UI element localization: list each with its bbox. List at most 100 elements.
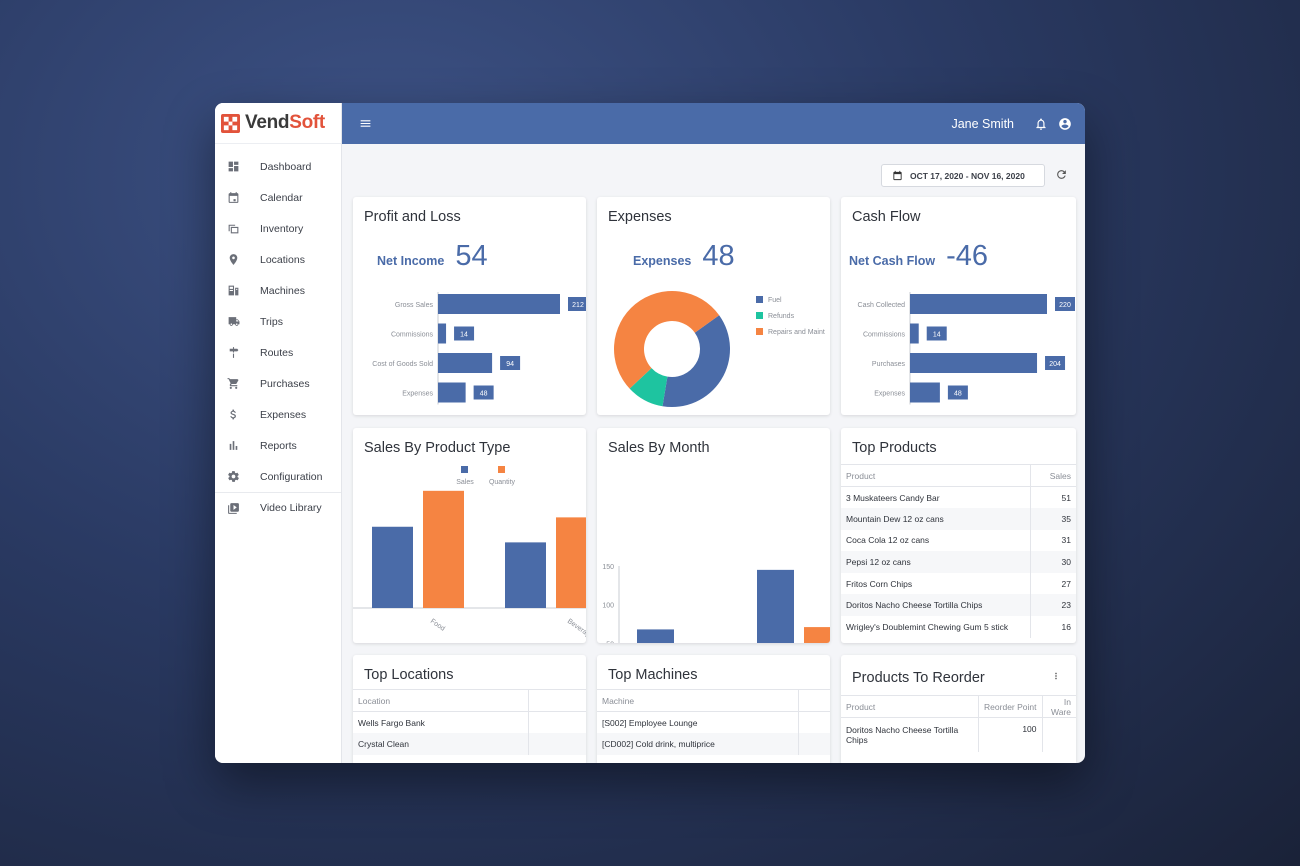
- location-name: Wells Fargo Bank: [358, 717, 425, 728]
- kpi-label: Expenses: [633, 254, 692, 268]
- sidebar-item-label: Calendar: [260, 191, 303, 204]
- category-label: Commissions: [391, 332, 434, 339]
- data-label: 204: [1049, 361, 1061, 368]
- table-row[interactable]: Crystal Clean: [353, 733, 586, 755]
- sidebar-item-routes[interactable]: Routes: [215, 337, 341, 368]
- column-header-machine[interactable]: Machine: [597, 689, 798, 712]
- calendar-icon: [893, 170, 902, 181]
- profit-loss-card: Profit and Loss Net Income 54 Gross Sale…: [353, 197, 586, 415]
- product-name: Wrigley's Doublemint Chewing Gum 5 stick: [846, 621, 1009, 632]
- column-header-product[interactable]: Product: [841, 464, 1030, 487]
- value-tag: [947, 385, 968, 400]
- legend-label: Sales: [456, 479, 474, 486]
- calendar-icon: [226, 191, 240, 205]
- legend-swatch: [756, 296, 763, 303]
- location-value: [527, 733, 586, 755]
- sidebar-item-inventory[interactable]: Inventory: [215, 213, 341, 244]
- column-header-value[interactable]: [527, 689, 586, 712]
- location-name: Crystal Clean: [353, 733, 528, 755]
- sidebar-item-reports[interactable]: Reports: [215, 430, 341, 461]
- cash-flow-card: Cash Flow Net Cash Flow -46 Cash Collect…: [841, 197, 1076, 415]
- sidebar: VendSoft Dashboard Calendar Inventory Lo…: [215, 103, 342, 763]
- machine-name: [S002] Employee Lounge: [602, 717, 698, 728]
- refresh-icon[interactable]: [1055, 168, 1068, 181]
- date-range-picker[interactable]: OCT 17, 2020 - NOV 16, 2020: [881, 164, 1045, 187]
- vendsoft-logo-icon: [221, 113, 240, 133]
- expenses-card: Expenses Expenses 48 Fuel Refunds Repairs …: [597, 197, 830, 415]
- logo[interactable]: VendSoft: [215, 103, 341, 144]
- reorder-point: 100: [977, 717, 1042, 752]
- legend-swatch: [756, 328, 763, 335]
- expenses-donut-chart: Fuel Refunds Repairs and Maint: [614, 291, 825, 407]
- sidebar-item-purchases[interactable]: Purchases: [215, 368, 341, 399]
- bell-icon[interactable]: [1034, 117, 1048, 131]
- value-tag: [454, 326, 475, 341]
- sidebar-item-dashboard[interactable]: Dashboard: [215, 151, 341, 182]
- machines-icon: [226, 284, 240, 298]
- table-row[interactable]: Doritos Nacho Cheese Tortilla Chips 23: [841, 594, 1076, 617]
- column-header-location[interactable]: Location: [353, 689, 528, 712]
- sidebar-item-locations[interactable]: Locations: [215, 244, 341, 275]
- table-row[interactable]: Wrigley's Doublemint Chewing Gum 5 stick…: [841, 616, 1076, 638]
- top-locations-card: Top Locations Location Wells Fargo Bank …: [353, 655, 586, 763]
- account-circle-icon[interactable]: [1058, 117, 1072, 131]
- sidebar-nav: Dashboard Calendar Inventory Locations M…: [215, 144, 341, 523]
- video-library-icon: [226, 501, 240, 515]
- column-header-in-warehouse[interactable]: In Ware: [1041, 695, 1076, 718]
- sidebar-item-label: Video Library: [260, 502, 322, 514]
- dollar-icon: [226, 408, 240, 422]
- column-header-value[interactable]: [797, 689, 830, 712]
- category-label: Cost of Goods Sold: [372, 361, 433, 368]
- kpi-label: Net Cash Flow: [849, 254, 936, 268]
- username[interactable]: Jane Smith: [951, 116, 1014, 131]
- tick-label: Food: [429, 618, 446, 633]
- more-vert-icon[interactable]: [1051, 669, 1059, 683]
- table-row[interactable]: Mountain Dew 12 oz cans 35: [841, 508, 1076, 530]
- sales-by-month-card: Sales By Month 050100150OctNovSalesCommi…: [597, 428, 830, 643]
- value-tag: [1055, 297, 1075, 311]
- column-header-reorder-point[interactable]: Reorder Point: [977, 695, 1042, 718]
- category-label: Purchases: [872, 361, 906, 368]
- location-value: [527, 711, 586, 734]
- card-title: Top Products: [852, 440, 937, 456]
- machine-value: [797, 711, 830, 734]
- product-sales: 27: [1029, 572, 1076, 595]
- signpost-icon: [226, 346, 240, 360]
- table-row[interactable]: Wells Fargo Bank: [353, 711, 586, 734]
- bar: [637, 629, 674, 643]
- table-row[interactable]: Doritos Nacho Cheese Tortilla Chips 100: [841, 717, 1076, 752]
- machine-name: [CD002] Cold drink, multiprice: [597, 733, 798, 755]
- value-tag: [473, 385, 494, 400]
- sidebar-item-machines[interactable]: Machines: [215, 275, 341, 306]
- legend-swatch: [461, 466, 468, 473]
- table-row[interactable]: [CD002] Cold drink, multiprice: [597, 733, 830, 755]
- column-header-product[interactable]: Product: [841, 695, 978, 718]
- sidebar-item-label: Configuration: [260, 470, 323, 483]
- brand-name: VendSoft: [245, 112, 325, 133]
- sidebar-item-calendar[interactable]: Calendar: [215, 182, 341, 213]
- truck-icon: [226, 315, 240, 329]
- hamburger-menu-icon[interactable]: [359, 117, 373, 131]
- table-row[interactable]: [S002] Employee Lounge: [597, 711, 830, 734]
- bar: [757, 569, 794, 643]
- table-row[interactable]: Fritos Corn Chips 27: [841, 572, 1076, 595]
- table-row[interactable]: Pepsi 12 oz cans 30: [841, 551, 1076, 573]
- table-row[interactable]: 3 Muskateers Candy Bar 51: [841, 486, 1076, 509]
- bar: [910, 382, 940, 403]
- product-sales: 23: [1029, 594, 1076, 617]
- legend-label: Fuel: [768, 297, 782, 304]
- sidebar-item-trips[interactable]: Trips: [215, 306, 341, 337]
- column-header-sales[interactable]: Sales: [1029, 464, 1076, 487]
- bar: [438, 353, 493, 373]
- tick-label: 150: [602, 564, 614, 571]
- sidebar-item-video-library[interactable]: Video Library: [215, 492, 341, 523]
- location-pin-icon: [226, 253, 240, 267]
- products-to-reorder-card: Products To Reorder Product Reorder Poin…: [841, 655, 1076, 763]
- table-row[interactable]: Coca Cola 12 oz cans 31: [841, 529, 1076, 552]
- kpi-value: -46: [946, 240, 989, 272]
- sidebar-item-configuration[interactable]: Configuration: [215, 461, 341, 492]
- value-tag: [1045, 356, 1066, 370]
- product-sales: 16: [1029, 616, 1076, 638]
- sidebar-item-expenses[interactable]: Expenses: [215, 399, 341, 430]
- app-window: VendSoft Dashboard Calendar Inventory Lo…: [215, 103, 1085, 763]
